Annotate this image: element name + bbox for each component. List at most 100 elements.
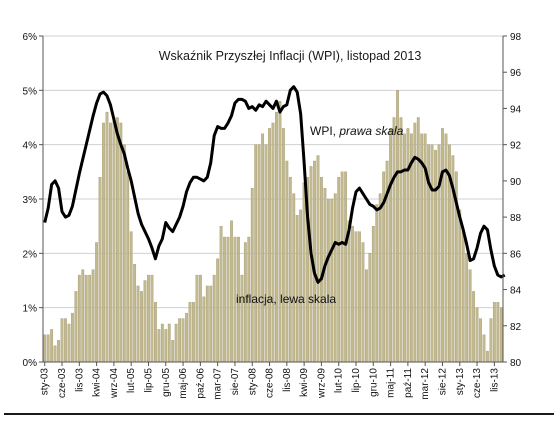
x-tick-label: gru-10 xyxy=(368,368,379,397)
inflation-bar xyxy=(198,274,202,363)
right-tick-label: 86 xyxy=(510,249,522,260)
inflation-bar xyxy=(326,198,330,363)
inflation-bar xyxy=(192,302,195,363)
x-tick-label: lis-08 xyxy=(282,368,293,392)
left-tick-label: 3% xyxy=(23,195,38,206)
inflation-bar xyxy=(288,177,292,363)
inflation-bar xyxy=(389,128,392,363)
inflation-bar xyxy=(320,177,323,363)
inflation-bar xyxy=(299,209,303,363)
inflation-bar xyxy=(354,231,358,363)
inflation-bar xyxy=(403,133,406,363)
inflation-bar xyxy=(399,117,403,363)
inflation-bar xyxy=(278,101,282,363)
inflation-bar xyxy=(468,269,472,363)
inflation-bar xyxy=(240,274,244,363)
left-tick-label: 4% xyxy=(23,141,38,152)
left-tick-label: 2% xyxy=(23,249,38,260)
inflation-bar xyxy=(316,155,320,363)
inflation-bar xyxy=(50,329,54,363)
inflation-bar xyxy=(499,307,503,363)
inflation-bar xyxy=(285,160,289,363)
left-tick-label: 0% xyxy=(23,358,38,369)
inflation-series-label: inflacja, lewa skala xyxy=(236,292,336,306)
inflation-bar xyxy=(74,291,78,363)
inflation-bar xyxy=(368,253,372,363)
inflation-bar xyxy=(157,329,161,363)
inflation-bar xyxy=(333,193,337,363)
left-tick-label: 5% xyxy=(23,86,38,97)
x-tick-label: sie-07 xyxy=(230,368,241,396)
inflation-bar xyxy=(77,274,81,363)
wpi-series-label-scale: prawa skala xyxy=(338,124,403,138)
inflation-bar xyxy=(112,117,116,363)
inflation-bar xyxy=(295,215,299,363)
inflation-bar xyxy=(257,144,261,363)
x-tick-label: sty-03 xyxy=(40,368,51,396)
inflation-bar xyxy=(302,182,306,363)
inflation-bar xyxy=(205,285,209,363)
inflation-bar xyxy=(434,149,437,363)
inflation-bar xyxy=(171,340,175,363)
inflation-bar xyxy=(115,117,119,363)
inflation-bar xyxy=(216,258,220,363)
right-tick-label: 96 xyxy=(510,68,522,79)
inflation-bar xyxy=(271,122,275,363)
inflation-bar xyxy=(67,323,71,363)
x-tick-label: sty-13 xyxy=(455,368,466,396)
inflation-bar xyxy=(57,340,60,363)
left-tick-label: 6% xyxy=(23,32,38,43)
inflation-bar xyxy=(250,187,254,363)
wpi-line xyxy=(43,85,506,284)
x-tick-label: cze-13 xyxy=(472,368,483,398)
x-tick-label: lis-13 xyxy=(489,368,500,392)
inflation-bar xyxy=(105,111,109,363)
right-tick-label: 88 xyxy=(510,213,522,224)
inflation-bar xyxy=(219,226,223,363)
inflation-bar xyxy=(136,285,140,363)
left-tick-label: 1% xyxy=(23,304,38,315)
inflation-bar xyxy=(174,323,178,363)
inflation-bar xyxy=(209,285,213,363)
inflation-bar xyxy=(81,269,85,363)
x-tick-label: paź-06 xyxy=(195,368,206,399)
inflation-bar xyxy=(496,302,500,363)
inflation-bar xyxy=(323,187,327,363)
inflation-bar xyxy=(195,274,199,363)
x-tick-label: paź-11 xyxy=(403,368,414,398)
inflation-bar xyxy=(178,318,182,363)
right-tick-label: 84 xyxy=(510,286,522,297)
x-tick-label: kwi-04 xyxy=(92,368,103,397)
inflation-bar xyxy=(344,171,348,363)
x-tick-label: sie-12 xyxy=(437,368,448,396)
inflation-bar xyxy=(133,264,137,363)
inflation-bar xyxy=(88,274,92,363)
inflation-bar xyxy=(340,171,344,363)
x-tick-label: lip-10 xyxy=(351,368,362,393)
inflation-bar xyxy=(223,236,226,363)
x-tick-label: maj-11 xyxy=(386,368,397,398)
inflation-bar xyxy=(275,111,278,363)
inflation-bar xyxy=(486,350,489,363)
inflation-bar xyxy=(358,231,361,363)
inflation-bar xyxy=(489,318,493,363)
inflation-bar xyxy=(181,318,185,363)
inflation-bar xyxy=(126,171,130,363)
inflation-bar xyxy=(347,220,351,363)
inflation-bar xyxy=(482,334,486,363)
x-tick-label: mar-07 xyxy=(213,368,224,400)
inflation-bar xyxy=(479,318,482,363)
inflation-bar xyxy=(475,307,479,363)
x-tick-label: lis-03 xyxy=(74,368,85,392)
x-axis-tick-labels: sty-03 cze-03 lis-03 kwi-04 wrz-04 lut-05 lip-… xyxy=(40,368,501,400)
x-tick-label: cze-03 xyxy=(57,368,68,398)
inflation-bar xyxy=(254,144,258,363)
right-tick-label: 94 xyxy=(510,104,522,115)
inflation-bar xyxy=(430,144,434,363)
inflation-bar xyxy=(441,128,444,363)
inflation-bar xyxy=(202,296,206,363)
inflation-bar xyxy=(154,302,157,363)
inflation-bar xyxy=(212,274,216,363)
x-tick-label: gru-05 xyxy=(161,368,172,397)
right-tick-label: 82 xyxy=(510,322,522,333)
